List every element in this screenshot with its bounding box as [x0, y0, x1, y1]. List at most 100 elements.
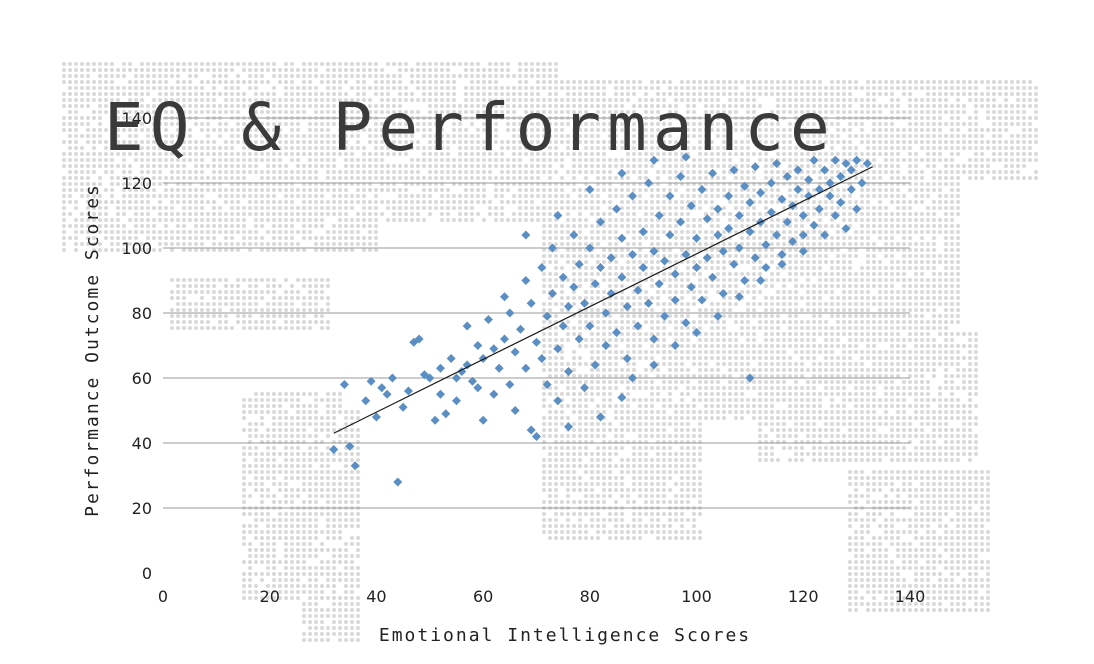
map-dot [446, 104, 450, 108]
map-dot [170, 290, 174, 294]
map-dot [494, 212, 498, 216]
map-dot [398, 104, 402, 108]
map-dot [590, 308, 594, 312]
map-dot [470, 146, 474, 150]
map-dot [368, 140, 372, 144]
map-dot [740, 170, 744, 174]
map-dot [140, 206, 144, 210]
map-dot [428, 188, 432, 192]
map-dot [476, 200, 480, 204]
map-dot [386, 218, 390, 222]
map-dot [872, 86, 876, 90]
map-dot [836, 308, 840, 312]
map-dot [920, 302, 924, 306]
map-dot [62, 206, 66, 210]
map-dot [368, 218, 372, 222]
map-dot [518, 62, 522, 66]
map-dot [380, 104, 384, 108]
map-dot [686, 86, 690, 90]
map-dot [674, 140, 678, 144]
map-dot [656, 134, 660, 138]
map-dot [608, 224, 612, 228]
map-dot [176, 218, 180, 222]
map-dot [560, 206, 564, 210]
map-dot [872, 128, 876, 132]
map-dot [962, 170, 966, 174]
map-dot [104, 98, 108, 102]
map-dot [212, 104, 216, 108]
map-dot [572, 110, 576, 114]
map-dot [638, 128, 642, 132]
map-dot [608, 146, 612, 150]
map-dot [650, 140, 654, 144]
map-dot [878, 308, 882, 312]
map-dot [182, 206, 186, 210]
map-dot [188, 134, 192, 138]
map-dot [650, 206, 654, 210]
map-dot [914, 242, 918, 246]
map-dot [206, 62, 210, 66]
map-dot [332, 236, 336, 240]
map-dot [680, 242, 684, 246]
map-dot [350, 68, 354, 72]
map-dot [296, 206, 300, 210]
map-dot [902, 134, 906, 138]
map-dot [224, 218, 228, 222]
map-dot [404, 110, 408, 114]
map-dot [746, 248, 750, 252]
map-dot [686, 92, 690, 96]
map-dot [836, 194, 840, 198]
map-dot [884, 272, 888, 276]
map-dot [938, 140, 942, 144]
map-dot [620, 86, 624, 90]
map-dot [302, 284, 306, 288]
map-dot [548, 272, 552, 276]
map-dot [944, 218, 948, 222]
map-dot [614, 128, 618, 132]
map-dot [182, 152, 186, 156]
map-dot [182, 86, 186, 90]
map-dot [548, 146, 552, 150]
map-dot [320, 98, 324, 102]
map-dot [872, 230, 876, 234]
map-dot [506, 98, 510, 102]
map-dot [770, 200, 774, 204]
map-dot [692, 194, 696, 198]
map-dot [644, 314, 648, 318]
map-dot [554, 230, 558, 234]
map-dot [242, 320, 246, 324]
map-dot [110, 152, 114, 156]
map-dot [380, 98, 384, 102]
map-dot [290, 92, 294, 96]
map-dot [314, 68, 318, 72]
map-dot [842, 296, 846, 300]
map-dot [230, 86, 234, 90]
map-dot [608, 206, 612, 210]
map-dot [938, 290, 942, 294]
map-dot [914, 140, 918, 144]
map-dot [608, 122, 612, 126]
map-dot [770, 296, 774, 300]
map-dot [650, 266, 654, 270]
map-dot [350, 224, 354, 228]
map-dot [944, 182, 948, 186]
map-dot [788, 314, 792, 318]
map-dot [548, 140, 552, 144]
map-dot [374, 188, 378, 192]
map-dot [698, 170, 702, 174]
map-dot [944, 290, 948, 294]
map-dot [446, 146, 450, 150]
map-dot [620, 266, 624, 270]
map-dot [722, 206, 726, 210]
map-dot [752, 290, 756, 294]
map-dot [146, 206, 150, 210]
map-dot [128, 104, 132, 108]
map-dot [608, 230, 612, 234]
map-dot [428, 68, 432, 72]
map-dot [386, 170, 390, 174]
map-dot [866, 110, 870, 114]
map-dot [164, 206, 168, 210]
map-dot [392, 200, 396, 204]
map-dot [656, 236, 660, 240]
map-dot [872, 212, 876, 216]
